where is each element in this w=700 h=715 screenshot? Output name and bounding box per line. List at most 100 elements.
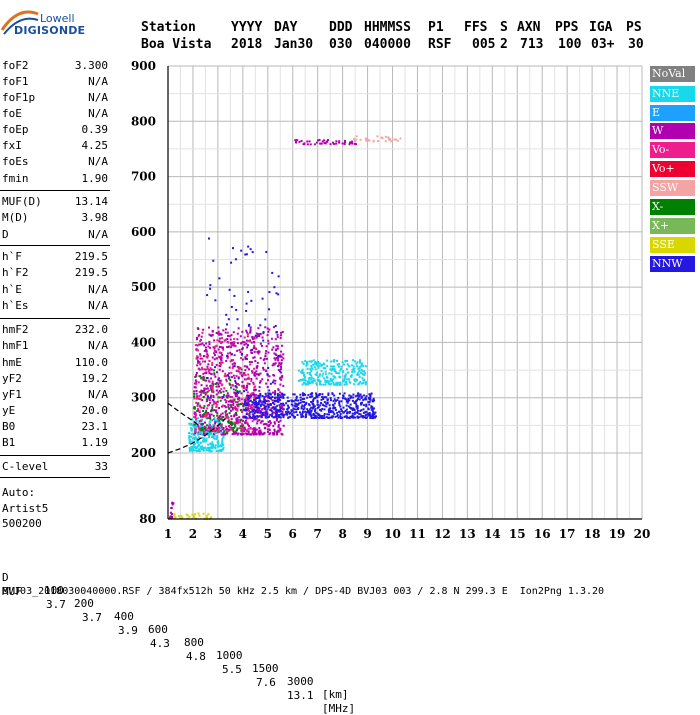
data-point	[224, 331, 227, 334]
data-point	[231, 383, 234, 386]
data-point	[222, 329, 225, 332]
data-point	[221, 337, 224, 340]
data-point	[223, 339, 226, 342]
data-point	[279, 409, 282, 412]
param-name: foF2	[2, 59, 29, 72]
data-point	[245, 365, 248, 368]
param-row: MUF(D) 13.14	[2, 195, 108, 210]
data-point	[364, 414, 367, 417]
data-point	[198, 410, 201, 413]
data-point	[256, 335, 259, 338]
data-point	[247, 245, 250, 248]
data-point	[202, 446, 205, 449]
data-point	[315, 374, 318, 377]
data-point	[249, 339, 252, 342]
data-point	[274, 407, 277, 410]
data-point	[228, 366, 231, 369]
data-point	[303, 392, 306, 395]
data-point	[251, 251, 254, 254]
data-point	[246, 331, 249, 334]
data-point	[276, 417, 279, 420]
data-point	[255, 400, 258, 403]
data-point	[218, 419, 221, 422]
data-point	[316, 371, 319, 374]
data-point	[201, 425, 204, 428]
data-point	[214, 375, 217, 378]
data-point	[250, 395, 253, 398]
data-point	[234, 392, 237, 395]
data-point	[266, 430, 269, 433]
data-point	[215, 393, 218, 396]
header-label: DAY	[274, 20, 298, 35]
y-tick-label: 600	[131, 225, 156, 239]
data-point	[193, 516, 196, 519]
param-name: foE	[2, 107, 22, 120]
data-point	[291, 404, 294, 407]
data-point	[213, 352, 216, 355]
data-point	[387, 136, 390, 139]
data-point	[270, 337, 273, 340]
data-point	[280, 404, 283, 407]
data-point	[238, 348, 241, 351]
data-point	[306, 382, 309, 385]
data-point	[264, 318, 267, 321]
data-point	[173, 513, 176, 516]
data-point	[283, 404, 286, 407]
data-point	[240, 353, 243, 356]
data-point	[256, 364, 259, 367]
data-point	[241, 330, 244, 333]
data-point	[199, 415, 202, 418]
data-point	[236, 403, 239, 406]
param-value: 3.300	[74, 59, 108, 72]
data-point	[169, 511, 172, 514]
data-point	[360, 396, 363, 399]
data-point	[332, 411, 335, 414]
data-point	[356, 365, 359, 368]
data-point	[291, 400, 294, 403]
data-point	[370, 392, 373, 395]
data-point	[195, 380, 198, 383]
data-point	[206, 424, 209, 427]
data-point	[215, 438, 218, 441]
data-point	[241, 424, 244, 427]
data-point	[335, 383, 338, 386]
data-point	[297, 403, 300, 406]
data-point	[221, 353, 224, 356]
data-point	[220, 445, 223, 448]
data-point	[215, 429, 218, 432]
data-point	[241, 341, 244, 344]
data-point	[276, 410, 279, 413]
data-point	[217, 421, 220, 424]
data-point	[222, 435, 225, 438]
data-point	[209, 417, 212, 420]
data-point	[276, 398, 279, 401]
data-point	[233, 377, 236, 380]
data-point	[238, 390, 241, 393]
data-point	[246, 417, 249, 420]
data-point	[193, 433, 196, 436]
data-point	[226, 396, 229, 399]
data-point	[324, 367, 327, 370]
data-point	[225, 380, 228, 383]
data-point	[171, 515, 174, 518]
data-point	[267, 415, 270, 418]
data-point	[362, 404, 365, 407]
data-point	[263, 406, 266, 409]
data-point	[316, 412, 319, 415]
data-point	[236, 419, 239, 422]
data-point	[217, 450, 220, 453]
data-point	[324, 379, 327, 382]
data-point	[232, 426, 235, 429]
data-point	[209, 287, 212, 290]
data-point	[258, 396, 261, 399]
data-point	[324, 370, 327, 373]
data-point	[258, 399, 261, 402]
data-point	[250, 433, 253, 436]
data-point	[196, 395, 199, 398]
data-point	[309, 410, 312, 413]
data-point	[331, 367, 334, 370]
data-point	[199, 419, 202, 422]
data-point	[328, 407, 331, 410]
param-divider	[0, 318, 110, 319]
data-point	[224, 432, 227, 435]
